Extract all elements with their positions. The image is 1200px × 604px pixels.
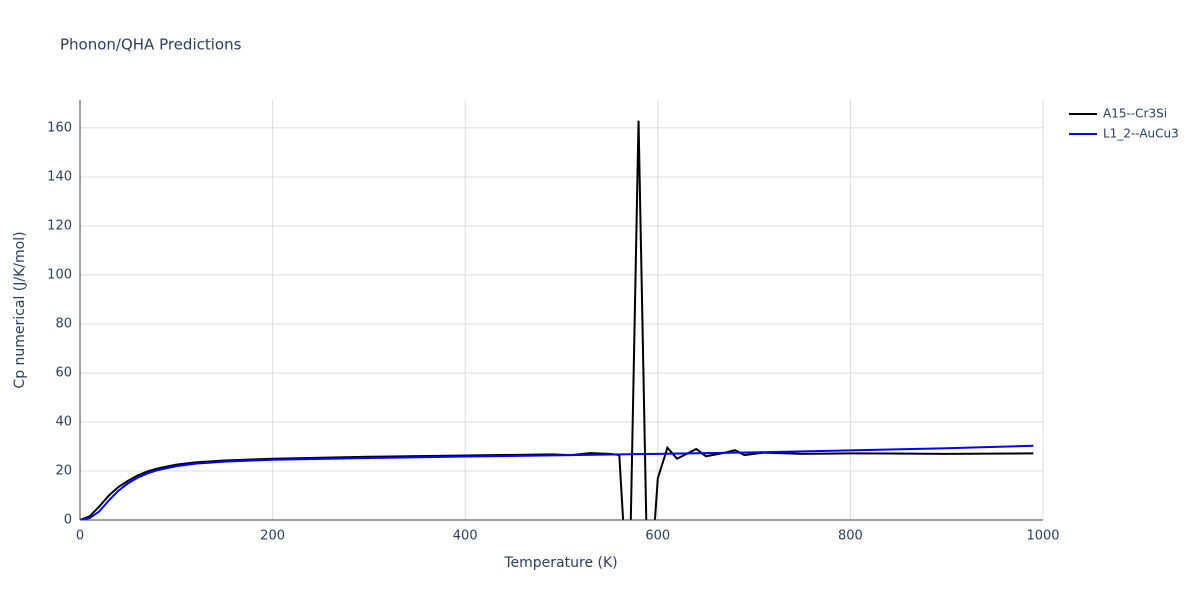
y-tick-label: 120 — [47, 218, 72, 233]
x-axis-label: Temperature (K) — [503, 555, 617, 571]
x-tick-label: 1000 — [1026, 529, 1059, 544]
legend-label: L1_2--AuCu3 — [1103, 127, 1179, 141]
x-tick-label: 600 — [645, 529, 670, 544]
y-axis-label: Cp numerical (J/K/mol) — [12, 231, 28, 388]
x-tick-label: 200 — [260, 529, 285, 544]
y-tick-label: 0 — [64, 513, 72, 528]
y-tick-label: 40 — [55, 414, 72, 429]
y-tick-label: 100 — [47, 267, 72, 282]
x-tick-label: 800 — [838, 529, 863, 544]
y-tick-label: 20 — [55, 463, 72, 478]
y-tick-label: 60 — [55, 365, 72, 380]
y-tick-label: 160 — [47, 120, 72, 135]
x-tick-label: 0 — [76, 529, 84, 544]
line-series — [80, 444, 1034, 520]
y-tick-label: 140 — [47, 169, 72, 184]
y-tick-label: 80 — [55, 316, 72, 331]
chart-title: Phonon/QHA Predictions — [60, 36, 242, 54]
legend-label: A15--Cr3Si — [1103, 107, 1167, 121]
x-tick-label: 400 — [453, 529, 478, 544]
line-series — [80, 120, 1034, 520]
